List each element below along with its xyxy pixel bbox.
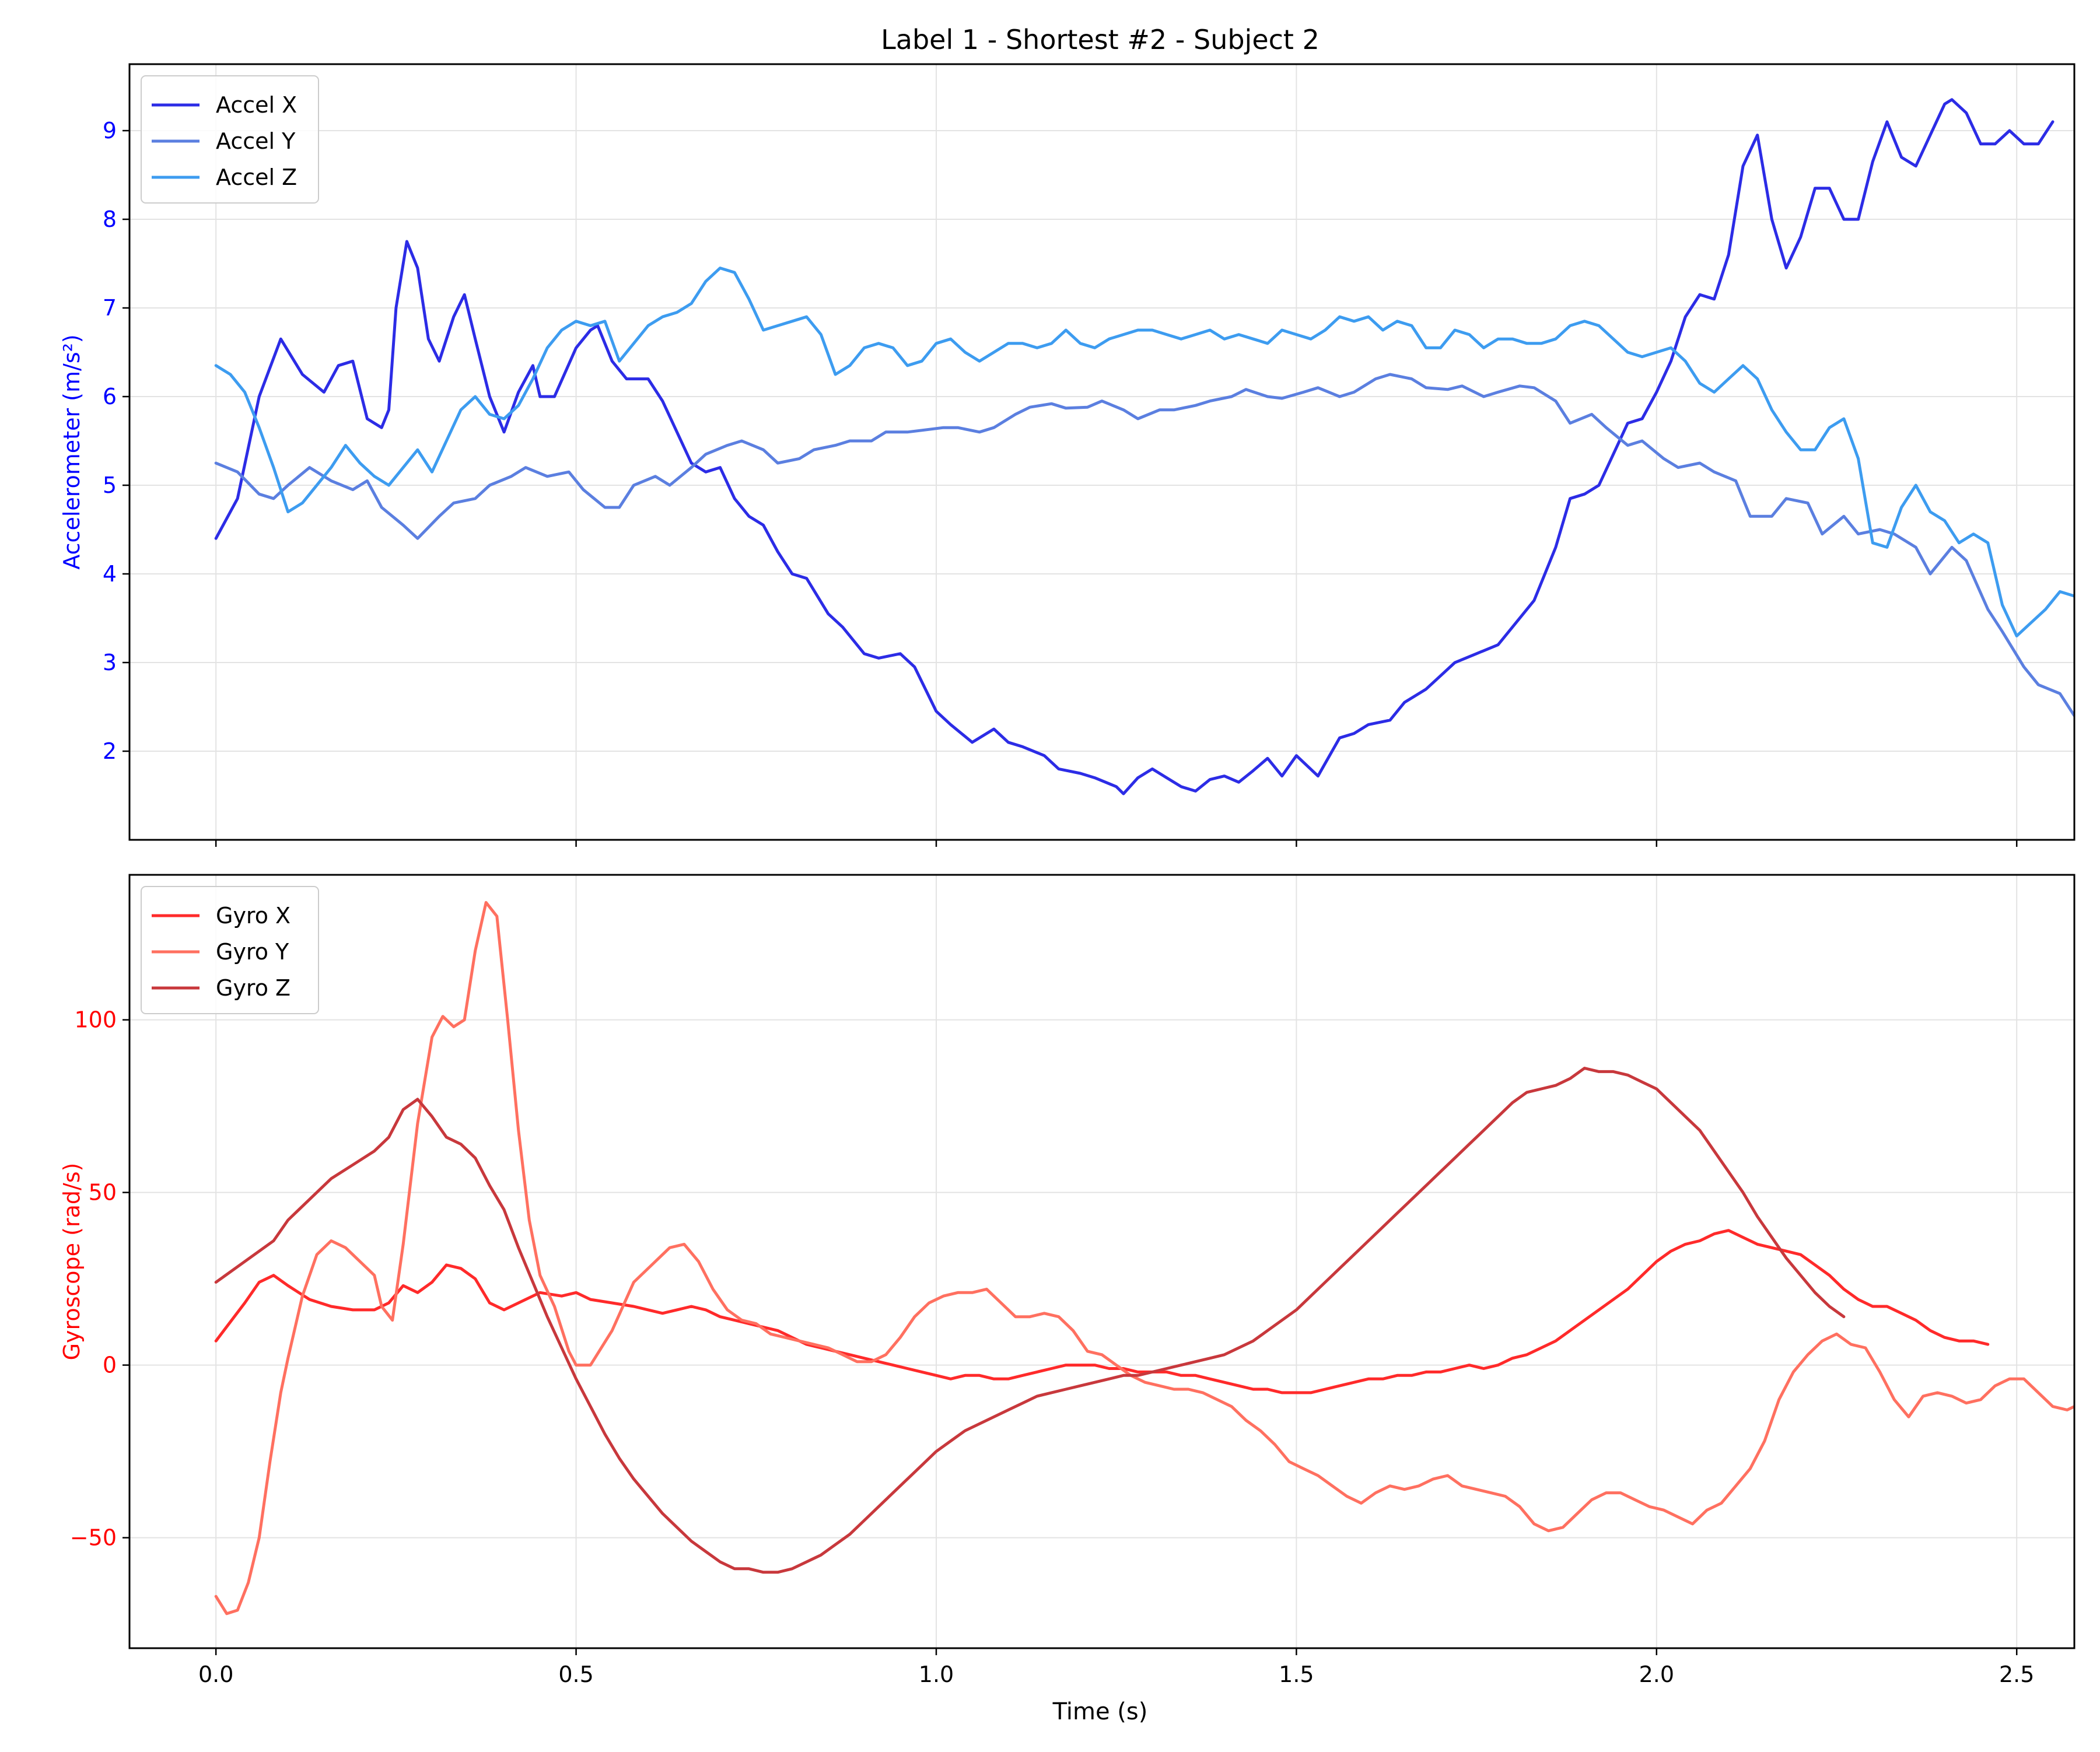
chart-title: Label 1 - Shortest #2 - Subject 2 xyxy=(881,24,1320,55)
gyro-y-tick-label: 0 xyxy=(103,1352,117,1378)
accel-y-tick-label: 5 xyxy=(103,472,117,498)
accel-z-legend-label: Accel Z xyxy=(216,164,297,190)
gyro-x-tick-label: 0.5 xyxy=(558,1662,593,1687)
gyro-x-tick-label: 2.0 xyxy=(1639,1662,1674,1687)
accel-y-line xyxy=(214,373,2074,717)
accel-y-tick-label: 7 xyxy=(103,295,117,321)
accel-axes-frame xyxy=(128,63,2076,841)
gyro-x-tick-label: 1.0 xyxy=(919,1662,954,1687)
gyro-y-line xyxy=(214,900,2074,1616)
accel-y-tick-label: 2 xyxy=(103,738,117,764)
gyro-x-legend-label: Gyro X xyxy=(216,903,290,928)
gyro-axes-frame xyxy=(128,874,2076,1649)
gyro-legend-box xyxy=(141,886,319,1014)
accel-y-tick-label: 4 xyxy=(103,561,117,587)
gyro-x-line xyxy=(214,1229,1990,1394)
accel-y-tick-label: 9 xyxy=(103,118,117,143)
gyro-z-line xyxy=(214,1067,1846,1574)
gyro-y-axis-label: Gyroscope (rad/s) xyxy=(59,1163,85,1361)
accel-y-tick-label: 6 xyxy=(103,384,117,409)
gyro-y-legend-label: Gyro Y xyxy=(216,939,289,965)
gyro-x-tick-label: 1.5 xyxy=(1279,1662,1314,1687)
gyroscope-panel: 0.0 0.5 1.0 1.5 2.0 2.5 −50 0 50 100 Gyroscope (ra… xyxy=(59,874,2076,1687)
gyro-x-tick-label: 0.0 xyxy=(198,1662,233,1687)
accel-legend: Accel X Accel Y Accel Z xyxy=(141,75,319,204)
accel-y-tick-label: 8 xyxy=(103,206,117,232)
accel-x-legend-label: Accel X xyxy=(216,92,297,118)
x-axis-label: Time (s) xyxy=(1052,1698,1148,1725)
accel-y-legend-label: Accel Y xyxy=(216,128,296,154)
gyro-y-tick-label: 100 xyxy=(74,1007,117,1033)
accel-y-tick-label: 3 xyxy=(103,650,117,675)
gyro-legend: Gyro X Gyro Y Gyro Z xyxy=(141,886,319,1014)
accel-legend-box xyxy=(141,75,319,204)
gyro-z-legend-label: Gyro Z xyxy=(216,975,290,1001)
accel-y-axis-label: Accelerometer (m/s²) xyxy=(59,334,85,569)
gyro-y-tick-label: 50 xyxy=(89,1180,117,1206)
gyro-y-tick-label: −50 xyxy=(70,1525,117,1551)
accel-x-line xyxy=(214,98,2054,796)
accel-z-line xyxy=(214,267,2074,637)
gyro-x-tick-label: 2.5 xyxy=(1999,1662,2034,1687)
